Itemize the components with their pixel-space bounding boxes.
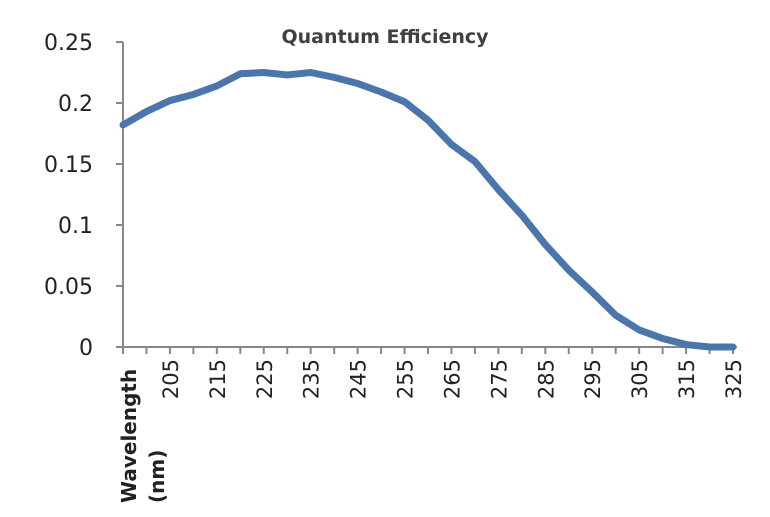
x-axis-label-line-2: (nm) [145,450,169,503]
x-tick-label: 275 [487,359,511,399]
x-tick-label: 285 [534,359,558,399]
y-tick-label: 0 [79,336,93,361]
y-tick-label: 0.15 [44,153,93,178]
x-tick-label: 295 [581,359,605,399]
x-axis-label: Wavelength (nm) [117,369,169,503]
x-tick-label: 255 [394,359,418,399]
x-tick-label: 225 [253,359,277,399]
x-tick-label: 235 [300,359,324,399]
y-axis: 0 0.05 0.1 0.15 0.2 0.25 [44,31,124,361]
x-axis-label-line-1: Wavelength [117,369,141,503]
x-tick-label: 305 [628,359,652,399]
y-tick-label: 0.1 [58,214,93,239]
x-tick-label: 245 [347,359,371,399]
series-line [119,69,737,351]
x-tick-label: 265 [440,359,464,399]
y-tick-label: 0.25 [44,31,93,56]
x-axis: 205 215 225 235 245 255 265 275 285 295 305 315 325 [122,346,746,399]
chart-title: Quantum Efficiency [281,26,489,48]
x-tick-label: 315 [675,359,699,399]
x-tick-label: 325 [722,359,746,399]
x-tick-label: 215 [206,359,230,399]
y-tick-label: 0.05 [44,275,93,300]
y-tick-label: 0.2 [58,92,93,117]
series-layer [119,69,737,351]
x-tick-label: 205 [159,359,183,399]
